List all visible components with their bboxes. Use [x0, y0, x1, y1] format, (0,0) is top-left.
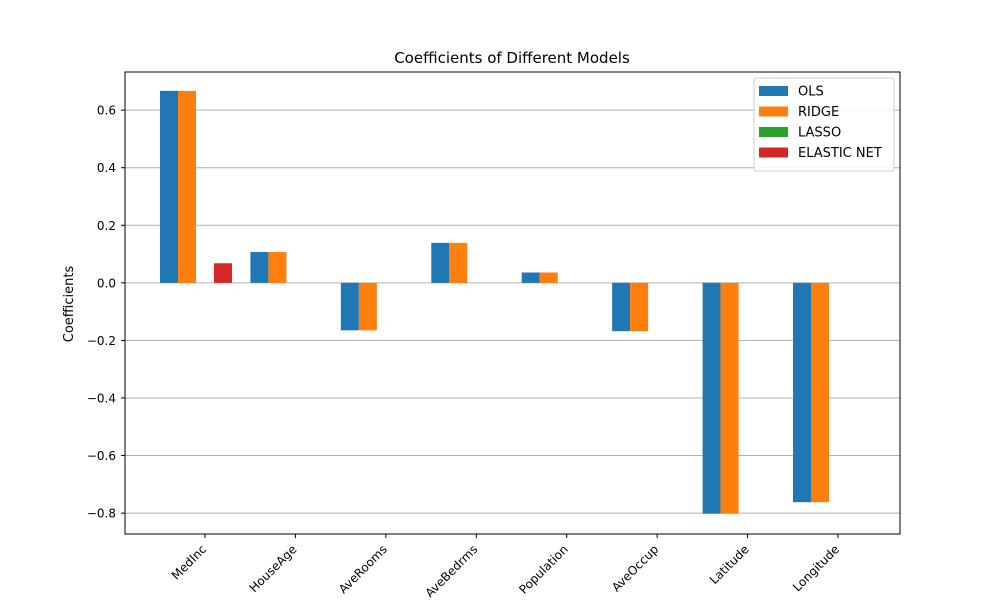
y-tick-label: 0.2: [97, 219, 116, 233]
y-axis-label: Coefficients: [62, 266, 77, 343]
bar-ols-houseage: [250, 252, 269, 283]
bar-ridge-population: [539, 272, 558, 283]
x-tick-label: Population: [516, 542, 570, 596]
bar-ridge-aveoccup: [630, 282, 649, 332]
legend-label-ridge: RIDGE: [798, 105, 839, 120]
bar-ridge-houseage: [268, 252, 287, 283]
legend-swatch-ols: [759, 86, 788, 96]
x-tick-label: Latitude: [707, 542, 752, 587]
bar-ols-medinc: [160, 90, 178, 283]
bar-elastic-net-medinc: [214, 263, 232, 283]
bar-ridge-longitude: [811, 282, 829, 503]
bar-ols-aveoccup: [612, 282, 631, 332]
legend-swatch-lasso: [759, 127, 788, 137]
bar-ridge-latitude: [720, 282, 739, 514]
y-tick-label: −0.6: [87, 449, 116, 463]
y-tick-label: −0.4: [87, 391, 116, 405]
bar-ols-longitude: [793, 282, 811, 503]
y-axis-ticks: 0.6 0.4 0.2 0.0 −0.2 −0.4 −0.6 −0.8: [87, 104, 125, 521]
y-tick-label: −0.2: [87, 334, 116, 348]
y-tick-label: −0.8: [87, 507, 116, 521]
x-axis-ticks: MedInc HouseAge AveRooms AveBedrms Populatio…: [169, 534, 842, 600]
legend-box: [753, 77, 895, 172]
x-tick-label: AveBedrms: [423, 542, 481, 600]
y-tick-label: 0.0: [97, 276, 116, 290]
bar-layer: [160, 90, 829, 514]
plot-frame: [124, 71, 901, 535]
y-tick-label: 0.6: [97, 104, 116, 118]
legend-label-ols: OLS: [798, 85, 824, 100]
bar-ols-avebedrms: [431, 242, 450, 283]
x-tick-label: AveOccup: [609, 542, 661, 594]
x-tick-label: HouseAge: [247, 542, 300, 595]
bar-ridge-medinc: [178, 90, 196, 283]
legend-swatch-elastic-net: [759, 147, 788, 158]
bar-ols-averooms: [340, 282, 359, 331]
bar-ridge-averooms: [358, 282, 377, 331]
legend: OLS RIDGE LASSO ELASTIC NET: [753, 77, 895, 172]
x-tick-label: Longitude: [790, 542, 842, 594]
legend-label-lasso: LASSO: [798, 126, 841, 141]
y-tick-label: 0.4: [97, 161, 116, 175]
bar-ols-population: [521, 272, 540, 283]
x-tick-label: AveRooms: [336, 542, 390, 596]
x-tick-label: MedInc: [169, 542, 209, 582]
legend-label-elastic-net: ELASTIC NET: [798, 146, 882, 161]
chart-title: Coefficients of Different Models: [394, 49, 630, 67]
bar-ridge-avebedrms: [449, 242, 468, 283]
bar-ols-latitude: [702, 282, 721, 514]
legend-swatch-ridge: [759, 106, 788, 117]
